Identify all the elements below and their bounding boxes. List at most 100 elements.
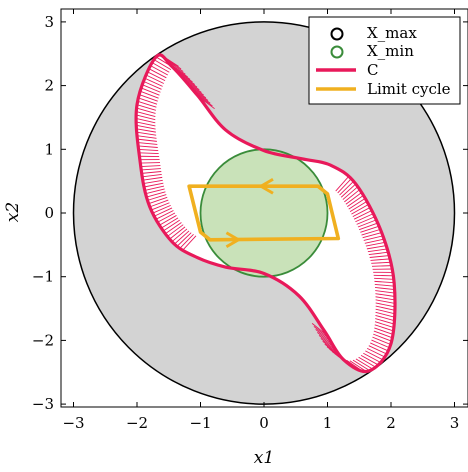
hatch-stroke xyxy=(148,196,168,205)
hatch-stroke xyxy=(144,185,165,191)
hatch-stroke xyxy=(349,201,368,212)
hatch-stroke xyxy=(149,199,169,208)
hatch-stroke xyxy=(370,258,391,261)
hatch-stroke xyxy=(157,212,176,223)
hatch-stroke xyxy=(365,350,384,361)
hatch-stroke xyxy=(171,228,188,243)
hatch-stroke xyxy=(141,168,161,171)
hatch-stroke xyxy=(344,189,361,203)
y-tick-label: 1 xyxy=(44,140,54,158)
hatch-stroke xyxy=(365,241,386,247)
hatch-stroke xyxy=(142,176,163,181)
hatch-stroke xyxy=(151,62,170,73)
hatch-stroke xyxy=(362,232,382,239)
hatch-stroke xyxy=(358,356,376,368)
hatch-stroke xyxy=(147,194,167,201)
limit-cycle-arrow-top xyxy=(258,177,274,195)
c-hatching xyxy=(135,54,396,372)
hatch-stroke xyxy=(352,359,370,372)
hatch-stroke xyxy=(141,171,162,174)
hatch-stroke xyxy=(176,232,192,247)
legend-marker xyxy=(330,27,344,41)
hatch-stroke xyxy=(352,207,371,218)
x-tick-label: −2 xyxy=(126,414,148,432)
hatch-stroke xyxy=(140,165,161,167)
limit-cycle-curve xyxy=(187,184,341,242)
hatch-stroke xyxy=(375,305,396,311)
plot-area xyxy=(72,21,456,405)
hatch-stroke xyxy=(182,235,197,251)
hatch-stroke xyxy=(345,192,362,205)
hatch-stroke xyxy=(161,217,179,229)
hatch-stroke xyxy=(138,145,158,148)
y-axis-label: x2 xyxy=(3,202,23,222)
hatch-stroke xyxy=(143,80,162,90)
y-tick-label: −2 xyxy=(32,331,54,349)
hatch-stroke xyxy=(375,299,396,304)
hatch-stroke xyxy=(363,352,381,363)
x-tick-label: 1 xyxy=(323,414,333,432)
hatch-stroke xyxy=(135,118,156,124)
x-min-disk xyxy=(199,148,329,278)
hatch-stroke xyxy=(136,104,157,111)
hatch-stroke xyxy=(144,77,163,87)
hatch-stroke xyxy=(374,283,395,287)
hatch-stroke xyxy=(136,107,156,114)
hatch-stroke xyxy=(145,188,165,195)
hatch-stroke xyxy=(339,180,354,196)
hatch-stroke xyxy=(137,142,158,145)
hatch-stroke xyxy=(370,342,389,352)
hatch-stroke xyxy=(137,100,157,108)
hatch-stroke xyxy=(143,182,164,188)
hatch-stroke xyxy=(374,280,395,284)
hatch-stroke xyxy=(361,228,381,236)
x-tick-label: −1 xyxy=(189,414,211,432)
hatch-stroke xyxy=(375,290,395,294)
x-tick-label: 3 xyxy=(450,414,460,432)
hatch-stroke xyxy=(150,65,168,76)
hatch-stroke xyxy=(153,207,173,217)
hatch-stroke xyxy=(340,183,357,198)
hatch-stroke xyxy=(179,234,194,249)
hatch-stroke xyxy=(137,138,157,142)
legend-label: Limit cycle xyxy=(367,80,451,98)
hatch-stroke xyxy=(360,225,380,233)
hatch-stroke xyxy=(141,87,160,96)
hatch-stroke xyxy=(375,293,395,297)
hatch-stroke xyxy=(159,215,177,226)
legend-label: X_min xyxy=(367,42,414,60)
x-tick-label: 2 xyxy=(386,414,396,432)
hatch-stroke xyxy=(162,219,180,232)
hatch-stroke xyxy=(371,265,392,267)
hatch-stroke xyxy=(374,327,394,335)
hatch-stroke xyxy=(368,251,389,256)
hatch-stroke xyxy=(375,315,395,322)
hatch-stroke xyxy=(373,333,392,342)
hatch-stroke xyxy=(140,162,161,164)
hatch-stroke xyxy=(138,97,158,105)
hatch-stroke xyxy=(375,308,395,315)
hatch-stroke xyxy=(142,173,162,178)
hatch-stroke xyxy=(366,347,386,358)
hatch-stroke xyxy=(136,135,157,139)
hatch-stroke xyxy=(373,330,393,339)
y-tick-label: 0 xyxy=(44,204,54,222)
hatch-stroke xyxy=(366,245,387,250)
legend-label: C xyxy=(367,61,378,79)
hatch-stroke xyxy=(146,191,166,198)
x-tick-label: 0 xyxy=(259,414,269,432)
hatch-stroke xyxy=(153,59,172,71)
hatch-stroke xyxy=(363,235,383,241)
hatch-stroke xyxy=(139,94,158,102)
hatch-stroke xyxy=(375,311,395,318)
hatch-stroke xyxy=(355,358,374,370)
hatch-stroke xyxy=(147,71,166,82)
hatch-stroke xyxy=(347,195,364,208)
hatch-stroke xyxy=(375,296,396,301)
x-axis-label: x1 xyxy=(254,448,274,468)
hatch-stroke xyxy=(337,178,352,194)
hatch-stroke xyxy=(357,219,377,228)
y-tick-label: −1 xyxy=(32,268,54,286)
hatch-stroke xyxy=(165,222,182,235)
